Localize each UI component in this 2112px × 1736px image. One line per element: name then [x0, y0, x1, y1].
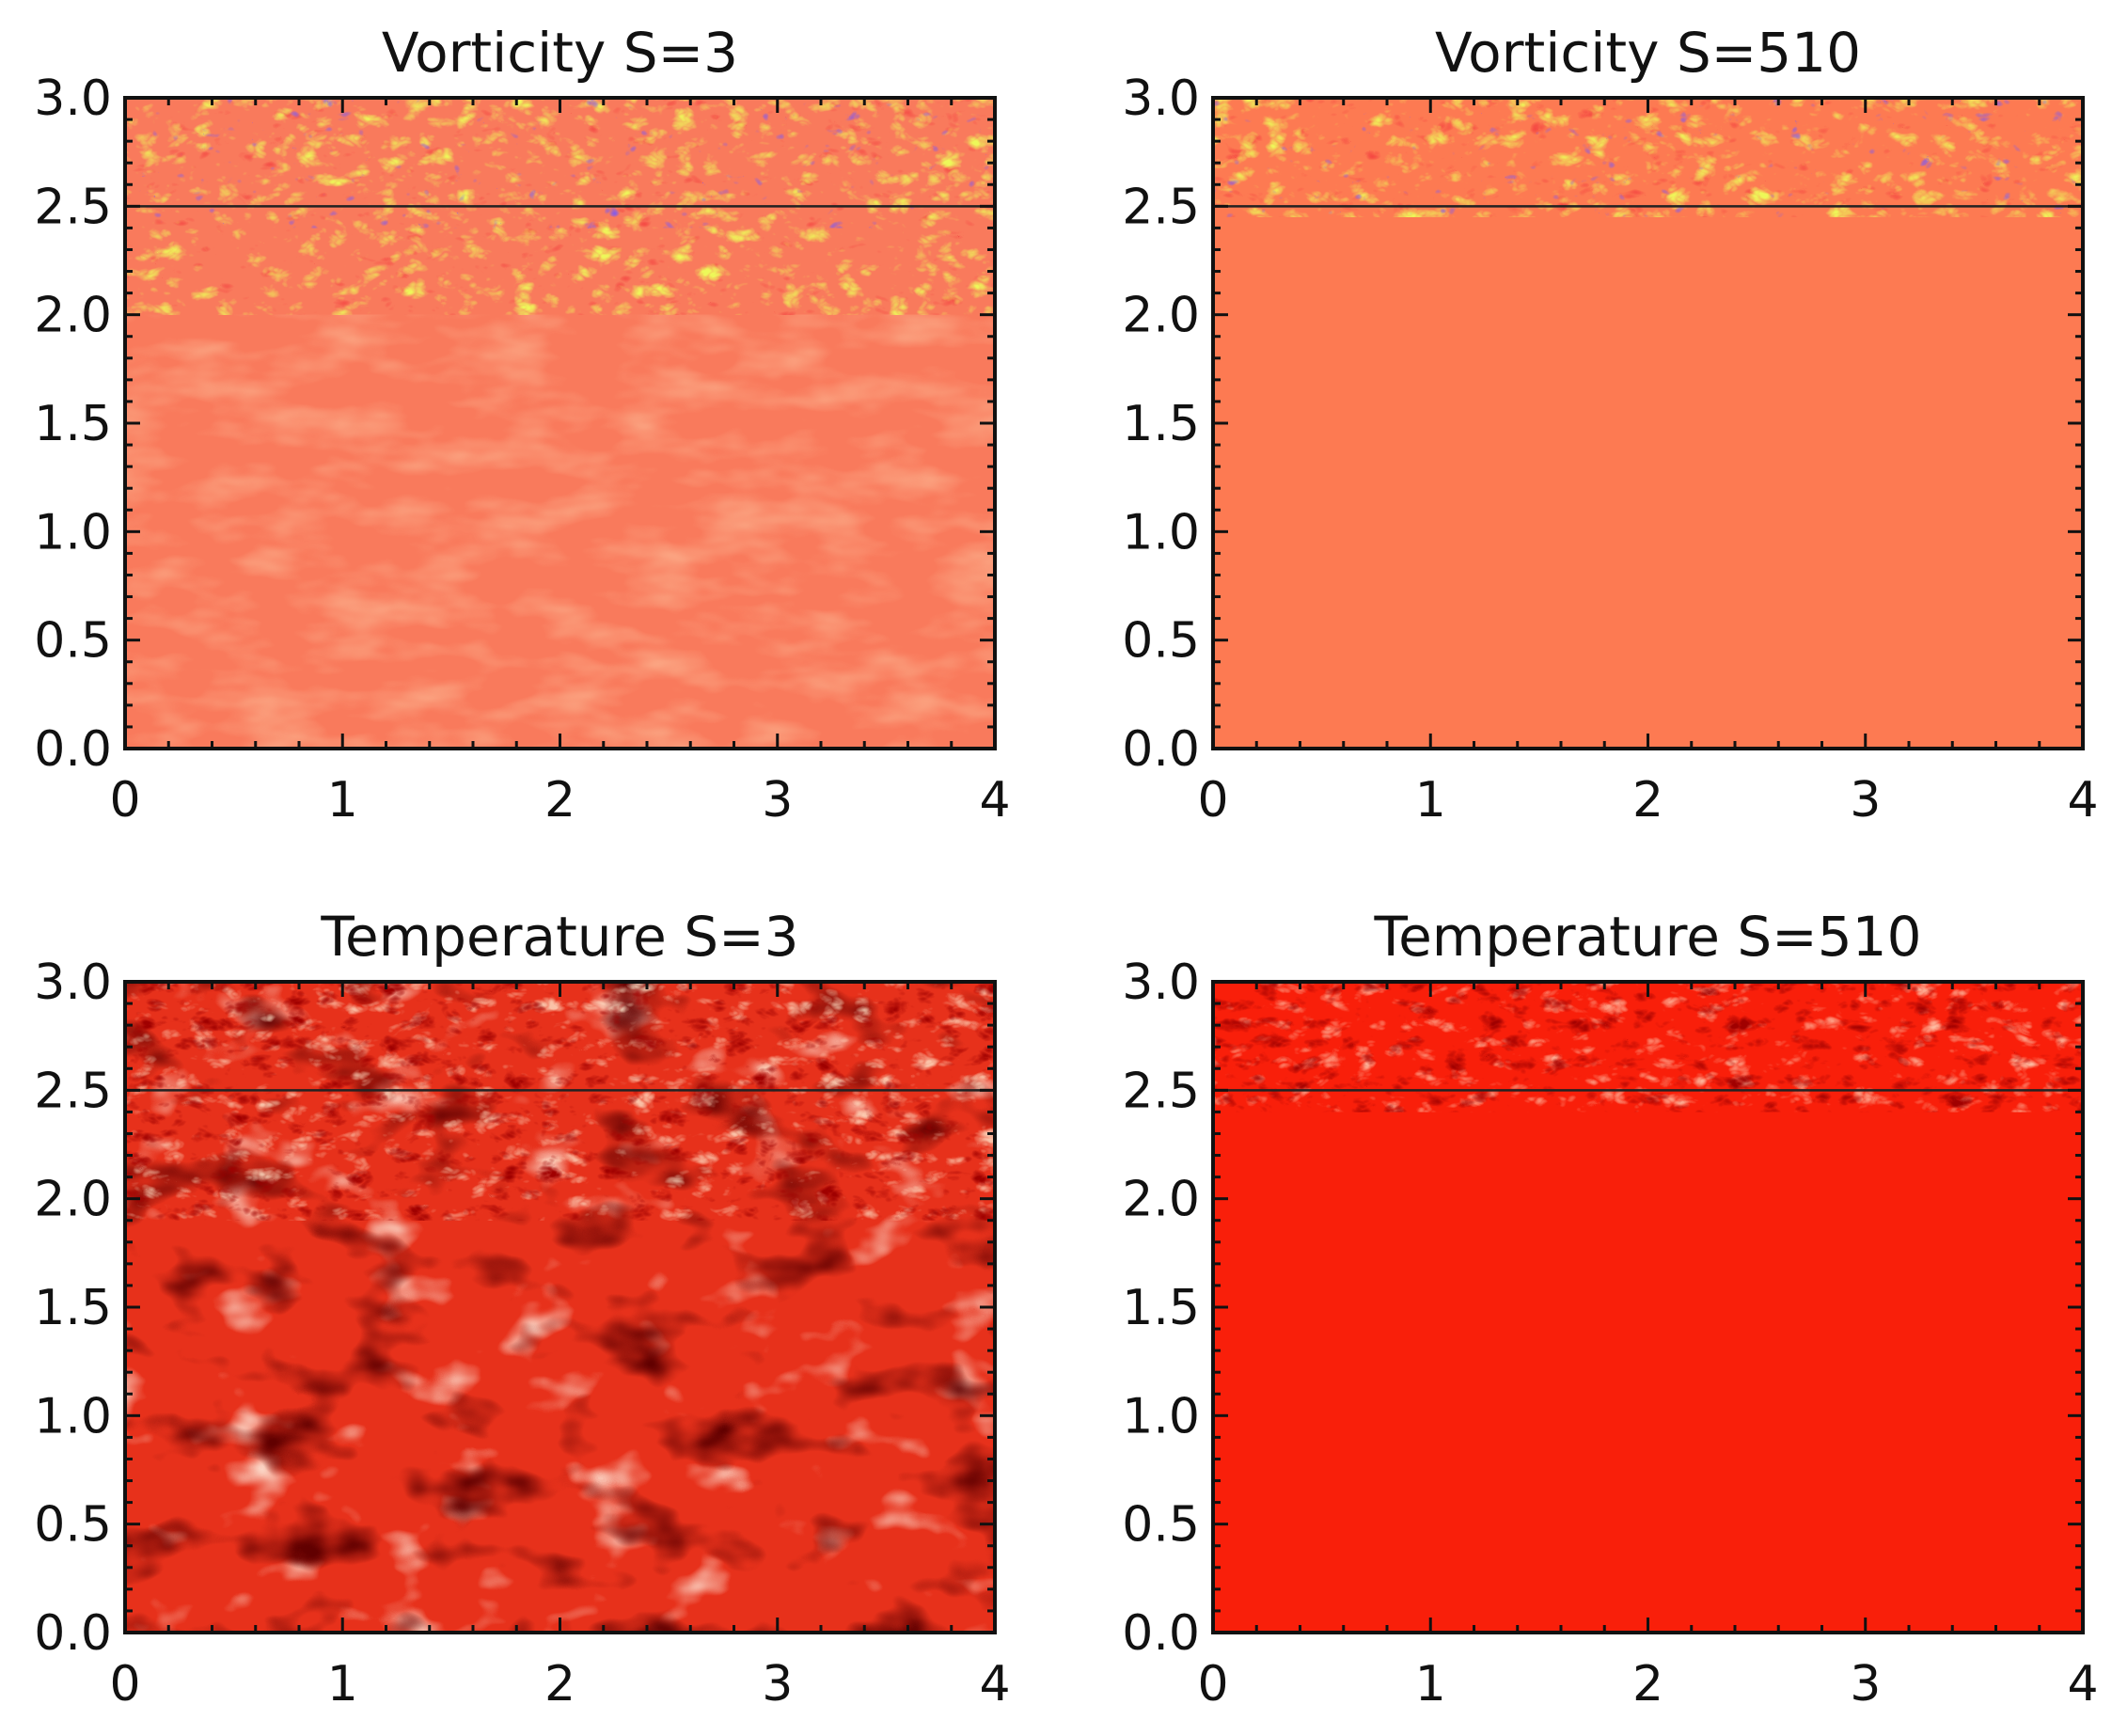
- y-tick-label: 0.5: [1122, 1497, 1200, 1554]
- y-tick-label: 2.5: [1122, 179, 1200, 235]
- y-tick-label: 3.0: [34, 955, 112, 1011]
- y-tick-label: 1.5: [1122, 396, 1200, 452]
- heatmap-field: [1213, 98, 2083, 749]
- panel-title: Vorticity S=510: [1435, 21, 1861, 85]
- x-tick-label: 4: [979, 772, 1010, 829]
- x-tick-label: 3: [1850, 1656, 1881, 1712]
- y-tick-label: 0.5: [34, 613, 112, 670]
- y-tick-label: 1.5: [34, 396, 112, 452]
- heatmap-field: [125, 98, 995, 749]
- y-tick-label: 2.0: [34, 1172, 112, 1228]
- y-tick-label: 1.5: [1122, 1280, 1200, 1336]
- y-tick-label: 2.5: [34, 1063, 112, 1119]
- y-tick-label: 3.0: [34, 71, 112, 127]
- y-tick-label: 2.5: [1122, 1063, 1200, 1119]
- x-tick-label: 3: [1850, 772, 1881, 829]
- x-tick-label: 2: [544, 772, 575, 829]
- x-tick-label: 0: [1197, 772, 1228, 829]
- heatmap-field: [1213, 982, 2083, 1633]
- y-tick-label: 2.5: [34, 179, 112, 235]
- x-tick-label: 1: [327, 772, 358, 829]
- panel-1: 0 1 2 3 4 0.0 0.5 1.0 1.5 2.0 2.5 3.0 Vorticity S=3: [34, 21, 1010, 829]
- x-tick-label: 4: [979, 1656, 1010, 1712]
- x-tick-label: 1: [1415, 772, 1446, 829]
- interior-texture: [125, 314, 995, 749]
- y-tick-label: 0.0: [34, 721, 112, 778]
- panel-title: Temperature S=510: [1374, 905, 1922, 969]
- y-tick-label: 0.0: [1122, 1605, 1200, 1662]
- panel-3: 0 1 2 3 4 0.0 0.5 1.0 1.5 2.0 2.5 3.0 Temperature S=…: [34, 905, 1010, 1712]
- y-tick-label: 1.0: [34, 1388, 112, 1444]
- panel-2: 0 1 2 3 4 0.0 0.5 1.0 1.5 2.0 2.5 3.0 Vorticity S=51…: [1122, 21, 2098, 829]
- x-tick-label: 2: [1632, 772, 1663, 829]
- y-tick-label: 2.0: [1122, 1172, 1200, 1228]
- x-tick-label: 1: [1415, 1656, 1446, 1712]
- x-tick-label: 0: [109, 772, 140, 829]
- x-tick-label: 4: [2067, 1656, 2098, 1712]
- turbulent-layer-blue: [125, 98, 995, 229]
- y-tick-label: 0.0: [34, 1605, 112, 1662]
- x-tick-label: 2: [1632, 1656, 1663, 1712]
- panel-title: Vorticity S=3: [382, 21, 738, 85]
- x-tick-label: 0: [1197, 1656, 1228, 1712]
- y-tick-label: 3.0: [1122, 71, 1200, 127]
- y-tick-label: 1.0: [1122, 1388, 1200, 1444]
- y-tick-label: 0.0: [1122, 721, 1200, 778]
- turbulent-layer-dark: [125, 982, 995, 1221]
- y-tick-label: 2.0: [1122, 288, 1200, 344]
- x-tick-label: 2: [544, 1656, 575, 1712]
- turbulent-layer-blue: [1213, 98, 2083, 217]
- y-tick-label: 0.5: [34, 1497, 112, 1554]
- x-tick-label: 1: [327, 1656, 358, 1712]
- y-tick-label: 1.0: [1122, 504, 1200, 560]
- y-tick-label: 1.5: [34, 1280, 112, 1336]
- y-tick-label: 0.5: [1122, 613, 1200, 670]
- panel-title: Temperature S=3: [320, 905, 798, 969]
- x-tick-label: 3: [762, 772, 793, 829]
- turbulent-layer-dark: [1213, 982, 2083, 1113]
- heatmap-field: [125, 982, 995, 1633]
- y-tick-label: 1.0: [34, 504, 112, 560]
- panel-4: 0 1 2 3 4 0.0 0.5 1.0 1.5 2.0 2.5 3.0 Temperature S=…: [1122, 905, 2098, 1712]
- x-tick-label: 3: [762, 1656, 793, 1712]
- x-tick-label: 4: [2067, 772, 2098, 829]
- y-tick-label: 2.0: [34, 288, 112, 344]
- x-tick-label: 0: [109, 1656, 140, 1712]
- y-tick-label: 3.0: [1122, 955, 1200, 1011]
